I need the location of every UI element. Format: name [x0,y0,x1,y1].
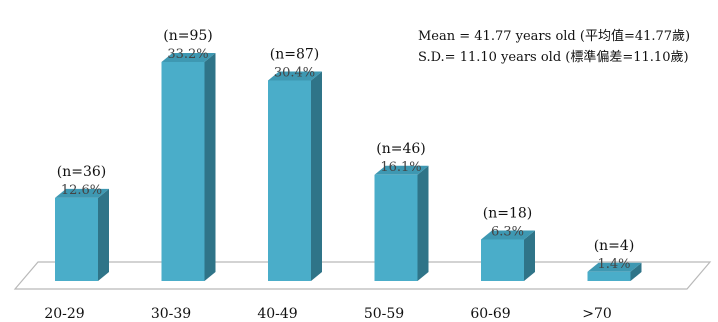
bar-side [417,165,429,281]
bar-top [587,262,642,272]
bar-30-39 [161,53,216,281]
value-label: 16.1% [380,160,421,175]
category-label: 40-49 [257,306,297,322]
category-label: 60-69 [470,306,510,322]
bar-side [204,53,216,281]
bar-side [98,188,109,281]
value-label: 33.2% [167,47,208,62]
bar-front [55,197,98,281]
count-label: (n=36) [57,164,107,180]
bar-40-49 [268,71,322,281]
bar-top [268,71,322,81]
bar-top [481,230,535,240]
count-label: (n=4) [594,238,635,254]
count-label: (n=46) [376,141,426,157]
mean-annotation: Mean = 41.77 years old (平均值=41.77歲) [418,29,691,44]
category-label: >70 [582,306,612,322]
bar-60-69 [481,230,535,281]
labels-group: 12.6% (n=36) 20-29 33.2% (n=95) 30-39 30.4% (n=… [44,28,634,322]
bar-front [161,62,205,281]
bar-50-59 [374,165,429,281]
bar-side [524,230,535,281]
summary-statistics: Mean = 41.77 years old (平均值=41.77歲) S.D.… [418,26,690,68]
category-label: 30-39 [151,306,191,322]
bar-front [374,174,418,281]
bar-top [161,53,216,62]
category-label: 50-59 [364,306,404,322]
count-label: (n=87) [270,46,320,62]
bar-front [587,271,631,281]
count-label: (n=95) [163,28,213,44]
bars-group [55,53,642,281]
bar-side [311,71,322,281]
value-label: 6.3% [491,224,524,239]
count-label: (n=18) [483,205,533,221]
bar-20-29 [55,188,109,281]
bar-top [374,165,429,175]
value-label: 30.4% [274,65,315,80]
value-label: 12.6% [61,183,102,198]
bar-front [481,239,524,281]
bar-side [630,262,642,281]
bar-top [55,188,109,198]
bar-70 [587,262,642,281]
category-label: 20-29 [44,306,84,322]
value-label: 1.4% [597,257,630,272]
sd-annotation: S.D.= 11.10 years old (標準偏差=11.10歲) [418,50,689,65]
bar-front [268,80,311,281]
